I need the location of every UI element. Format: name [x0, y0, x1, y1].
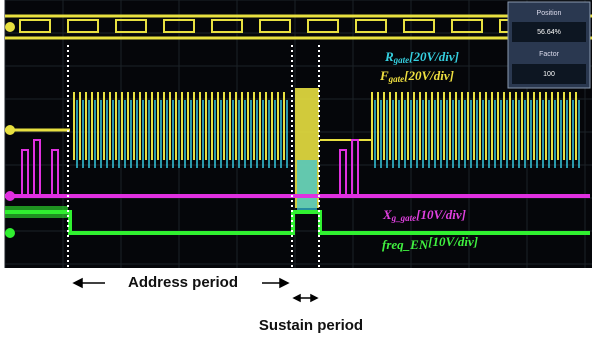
trace-name: R — [384, 49, 394, 64]
position-value: 56.64% — [537, 29, 561, 36]
trace-scale: [10V/div] — [428, 234, 478, 249]
arrow-head — [280, 279, 288, 287]
arrow-head — [74, 279, 82, 287]
sustain-period-label: Sustain period — [259, 317, 363, 334]
trace-sub: gate — [393, 55, 410, 65]
trace-sub: g_gate — [391, 213, 417, 223]
address-period-label: Address period — [128, 274, 238, 291]
trace-scale: [20V/div] — [409, 49, 459, 64]
trace-scale: [10V/div] — [416, 207, 466, 222]
trace-name: F — [379, 68, 389, 83]
trace-scale: [20V/div] — [404, 68, 454, 83]
channel-marker — [5, 191, 15, 201]
trace-sub: gate — [388, 74, 405, 84]
arrow-head — [311, 295, 317, 301]
channel-marker — [5, 22, 15, 32]
scope-figure: Position 56.64% Factor 100 Rgate[20V/div… — [0, 0, 592, 340]
factor-label: Factor — [539, 51, 560, 58]
trace-name: X — [382, 207, 392, 222]
figure: Position 56.64% Factor 100 Rgate[20V/div… — [0, 0, 592, 340]
channel-marker — [5, 228, 15, 238]
trace-name: freq_EN — [382, 237, 429, 252]
position-label: Position — [537, 10, 562, 17]
sustain-burst — [297, 160, 317, 210]
factor-value: 100 — [543, 71, 555, 78]
channel-marker — [5, 125, 15, 135]
freq-noise — [5, 206, 68, 218]
arrow-head — [294, 295, 300, 301]
